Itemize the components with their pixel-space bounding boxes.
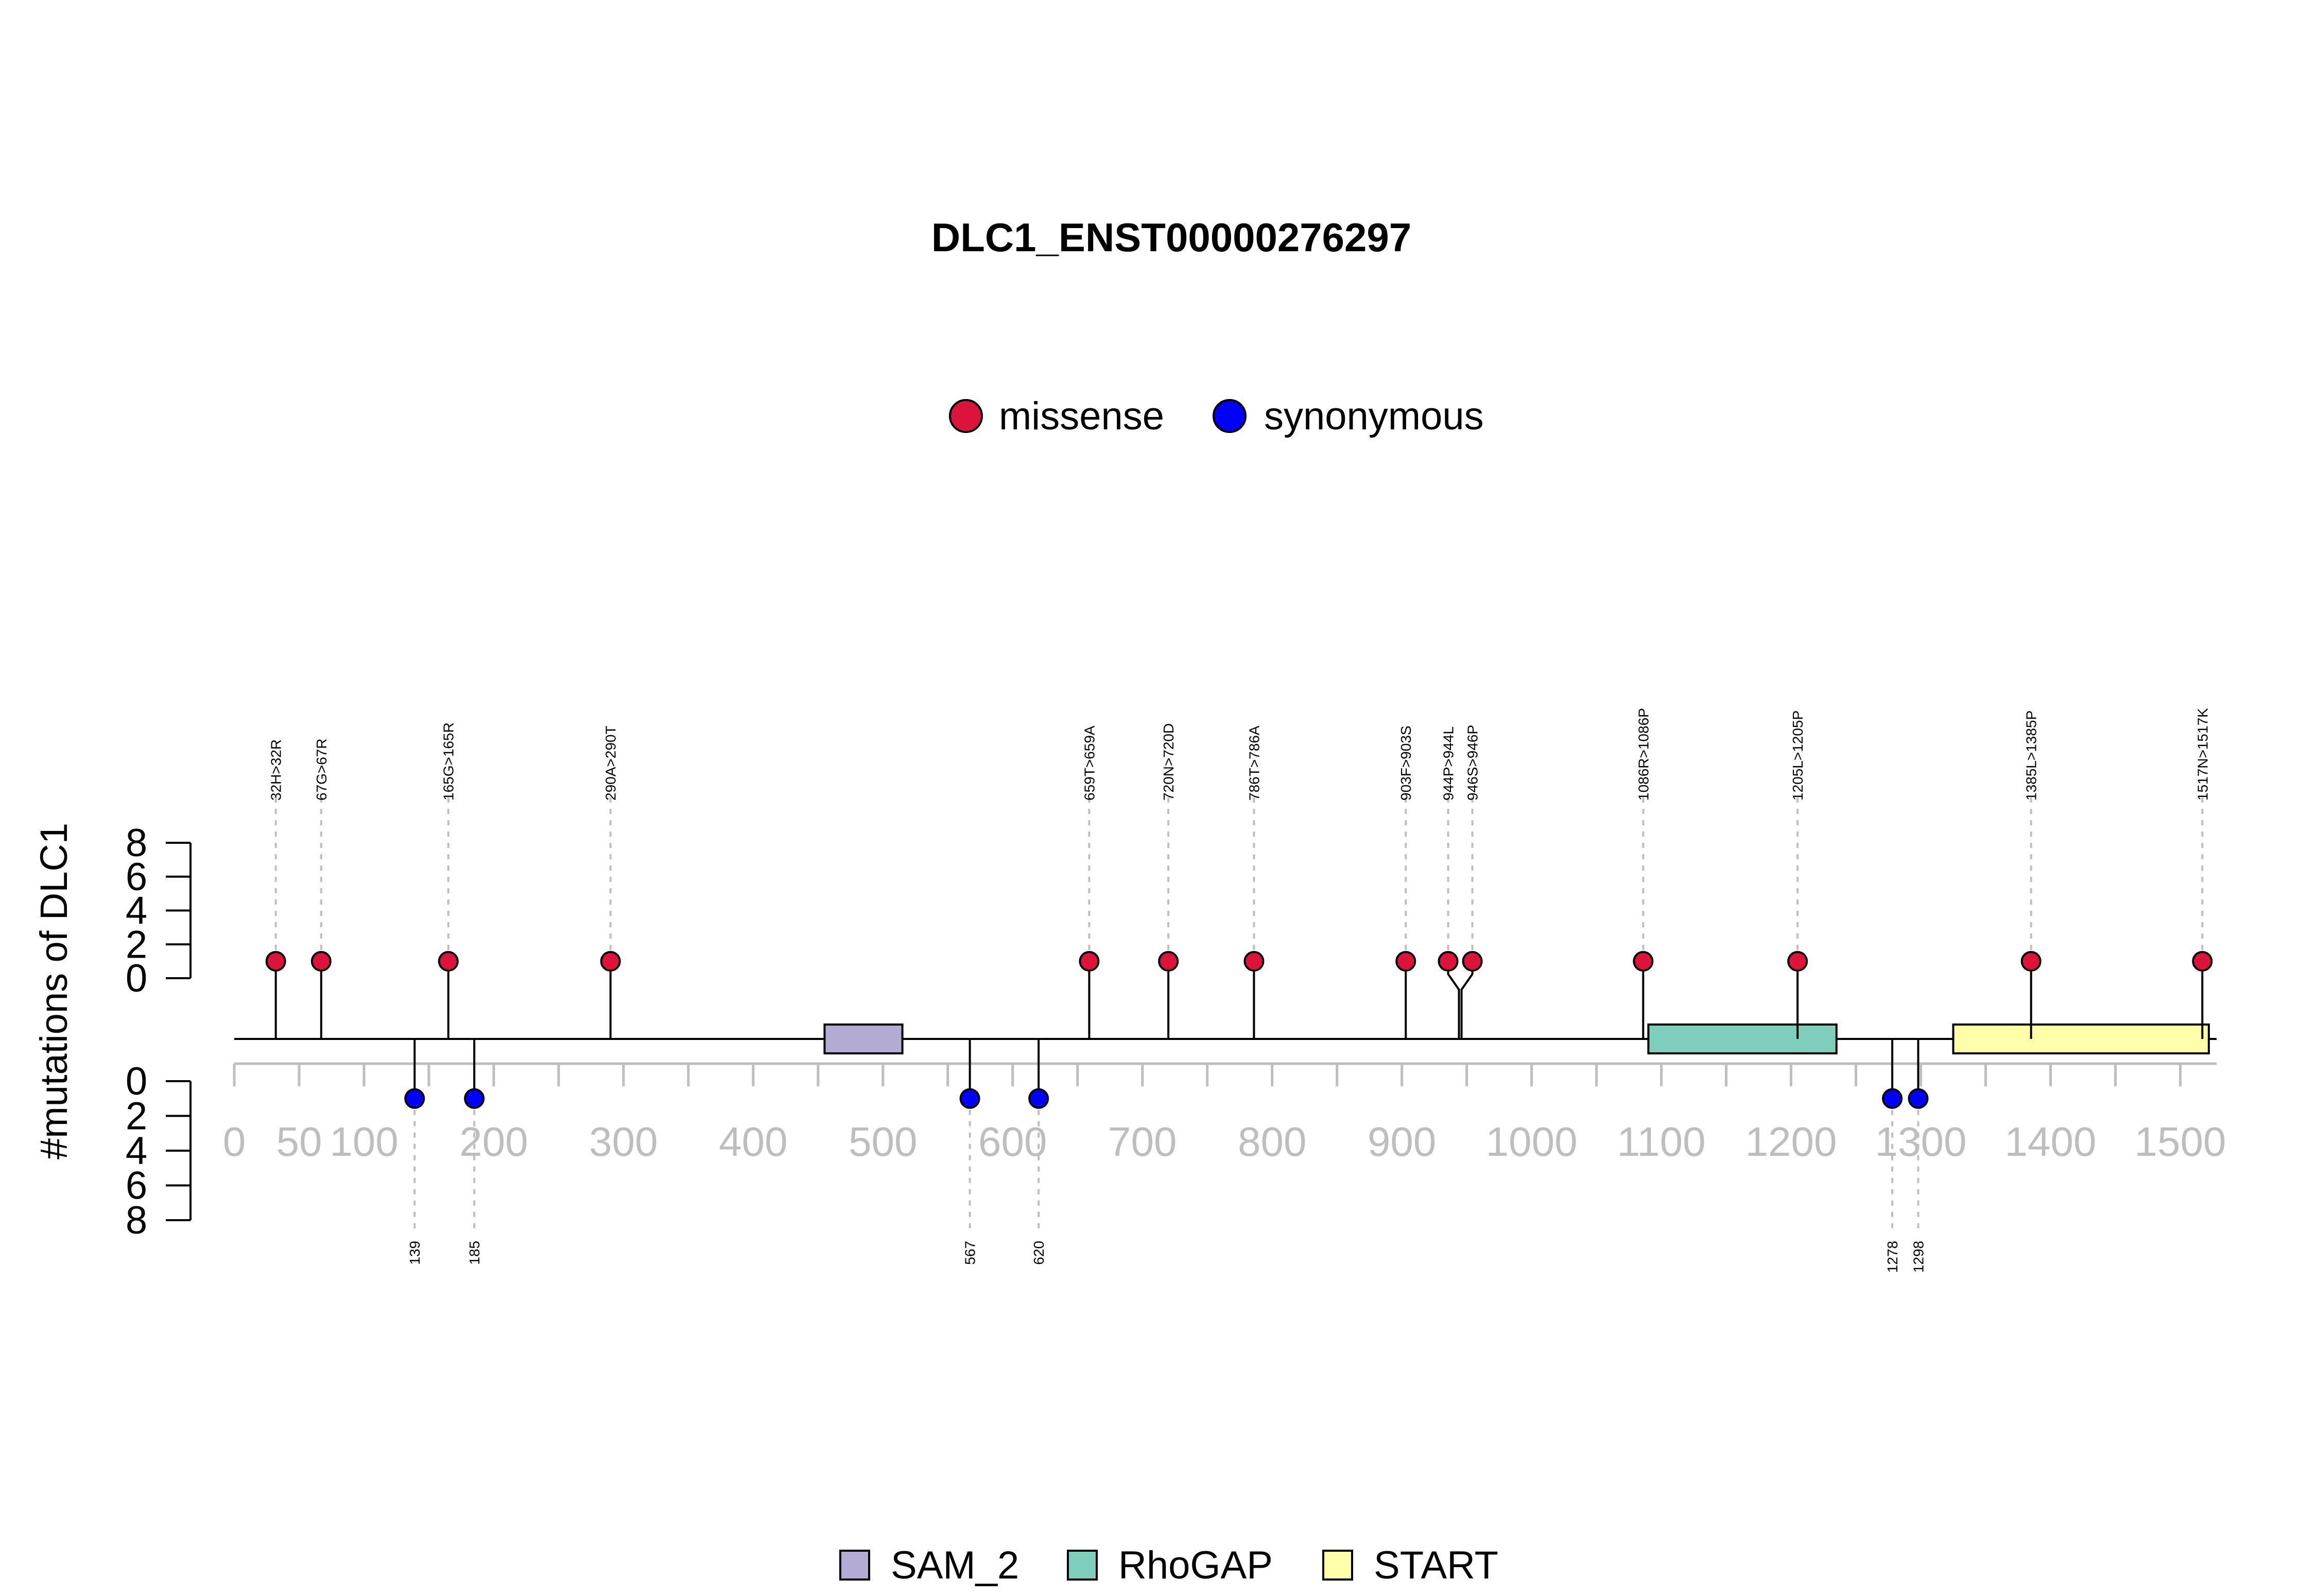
missense-label: 946S>946P — [1465, 725, 1481, 801]
x-tick-label: 1200 — [1745, 1119, 1837, 1165]
legend-bottom: SAM_2 RhoGAP START — [839, 1543, 1498, 1587]
legend-start-swatch — [1322, 1550, 1353, 1581]
legend-top: missense synonymous — [949, 394, 1484, 438]
missense-point — [1633, 951, 1654, 972]
x-tick-label: 1500 — [2134, 1119, 2226, 1165]
synonymous-label: 1298 — [1910, 1241, 1926, 1273]
missense-label: 67G>67R — [314, 738, 330, 801]
x-axis: 0 50 100 200 300 400 500 600 700 800 900 1000 1100 12… — [223, 1062, 2226, 1165]
x-tick-label: 500 — [849, 1119, 917, 1165]
missense-point — [310, 951, 332, 972]
y-tick-label-upper: 4 — [126, 889, 147, 933]
missense-point — [2192, 951, 2213, 972]
missense-point — [1243, 951, 1265, 972]
y-tick-label-upper: 0 — [126, 957, 147, 1000]
y-tick-label-lower: 2 — [126, 1095, 147, 1138]
x-tick-label: 1100 — [1617, 1119, 1706, 1165]
legend-rhogap-label: RhoGAP — [1118, 1543, 1273, 1587]
y-tick-label-lower: 6 — [126, 1164, 147, 1208]
missense-label: 720N>720D — [1161, 723, 1177, 801]
missense-point — [1438, 951, 1459, 972]
legend-synonymous-marker — [1213, 399, 1247, 433]
synonymous-point — [464, 1088, 485, 1109]
y-tick-label-upper: 8 — [126, 821, 147, 865]
synonymous-point — [404, 1088, 425, 1109]
x-tick-label: 1400 — [2005, 1119, 2097, 1165]
x-tick-label: 200 — [459, 1119, 528, 1165]
missense-point — [1079, 951, 1100, 972]
y-tick-label-lower: 8 — [126, 1199, 147, 1242]
missense-label: 786T>786A — [1246, 725, 1262, 801]
y-tick-label-lower: 0 — [126, 1060, 147, 1103]
missense-label: 165G>165R — [441, 722, 457, 801]
legend-synonymous-label: synonymous — [1264, 394, 1484, 438]
synonymous-point — [1882, 1088, 1903, 1109]
missense-label: 1517N>1517K — [2194, 708, 2210, 801]
missense-point — [600, 951, 621, 972]
chart-title: DLC1_ENST00000276297 — [931, 215, 1411, 260]
x-tick-label: 400 — [719, 1119, 787, 1165]
missense-point — [1462, 951, 1483, 972]
missense-point — [2020, 951, 2042, 972]
y-tick-label-upper: 2 — [126, 923, 147, 966]
missense-label: 1385L>1385P — [2024, 710, 2039, 801]
missense-label: 944P>944L — [1441, 726, 1457, 801]
missense-point — [265, 951, 286, 972]
y-axis-label: #mutations of DLC1 — [32, 823, 75, 1159]
protein-track — [234, 1023, 2217, 1054]
missense-label: 290A>290T — [603, 725, 619, 801]
missense-label: 1086R>1086P — [1635, 708, 1651, 801]
legend-missense-marker — [949, 399, 983, 433]
synonymous-label: 567 — [962, 1241, 978, 1265]
domain-sam-2 — [823, 1023, 904, 1054]
x-tick-label: 50 — [276, 1119, 322, 1165]
x-tick-label: 100 — [330, 1119, 398, 1165]
x-tick-label: 1000 — [1486, 1119, 1578, 1165]
missense-label: 659T>659A — [1081, 725, 1097, 801]
x-tick-label: 700 — [1108, 1119, 1177, 1165]
domain-start — [1952, 1023, 2210, 1054]
synonymous-label: 139 — [407, 1241, 423, 1265]
legend-missense-label: missense — [999, 394, 1164, 438]
missense-label: 903F>903S — [1398, 725, 1414, 801]
missense-label: 32H>32R — [268, 739, 284, 801]
synonymous-label: 620 — [1031, 1241, 1047, 1265]
missense-point — [1158, 951, 1179, 972]
synonymous-label: 1278 — [1884, 1241, 1900, 1273]
legend-start-label: START — [1374, 1543, 1498, 1587]
synonymous-point — [1908, 1088, 1929, 1109]
mutation-lollipops: 32H>32R 67G>67R 165G>165R 290A>290T 659T>659… — [265, 708, 2213, 1273]
x-tick-label: 1300 — [1875, 1119, 1967, 1165]
x-tick-label: 800 — [1238, 1119, 1306, 1165]
x-tick-label: 900 — [1368, 1119, 1436, 1165]
y-tick-label-upper: 6 — [126, 855, 147, 899]
missense-stem — [1447, 961, 1460, 1039]
missense-point — [1787, 951, 1808, 972]
legend-rhogap-swatch — [1067, 1550, 1098, 1581]
synonymous-point — [959, 1088, 980, 1109]
missense-label: 1205L>1205P — [1790, 710, 1806, 801]
legend-sam2-swatch — [839, 1550, 870, 1581]
legend-sam2-label: SAM_2 — [891, 1543, 1019, 1587]
missense-point — [438, 951, 459, 972]
synonymous-label: 185 — [466, 1241, 482, 1265]
domain-rhogap — [1647, 1023, 1838, 1054]
x-tick-label: 0 — [223, 1119, 246, 1165]
missense-point — [1395, 951, 1416, 972]
missense-stem — [1460, 961, 1474, 1039]
x-tick-label: 300 — [589, 1119, 658, 1165]
synonymous-point — [1028, 1088, 1049, 1109]
x-tick-label: 600 — [978, 1119, 1047, 1165]
y-tick-label-lower: 4 — [126, 1129, 147, 1173]
